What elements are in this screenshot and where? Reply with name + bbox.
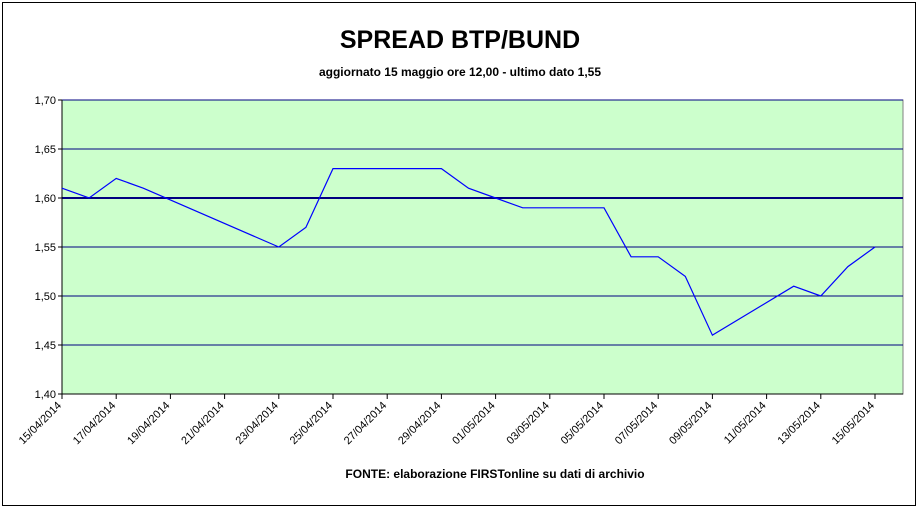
x-tick-label: 07/05/2014 [613,400,660,447]
data-point [820,295,822,297]
y-tick-label: 1,60 [35,193,56,205]
x-tick-label: 21/04/2014 [179,400,226,447]
data-point [874,246,876,248]
x-tick-label: 13/05/2014 [776,400,823,447]
data-point [332,168,334,170]
chart-subtitle: aggiornato 15 maggio ore 12,00 - ultimo … [318,65,602,79]
data-point [88,197,90,199]
data-point [711,334,713,336]
data-point [684,275,686,277]
y-tick-label: 1,50 [35,291,56,303]
data-point [657,256,659,258]
data-point [468,187,470,189]
spread-series-line [61,168,876,337]
x-tick-label: 25/04/2014 [288,400,335,447]
data-point [440,168,442,170]
x-tick-label: 09/05/2014 [667,400,714,447]
data-point [603,207,605,209]
y-tick-label: 1,45 [35,340,56,352]
data-point [495,197,497,199]
x-tick-label: 27/04/2014 [342,400,389,447]
y-tick-label: 1,70 [35,95,56,107]
x-tick-label: 05/05/2014 [559,400,606,447]
data-point [115,177,117,179]
y-tick-label: 1,40 [35,389,56,401]
data-point [61,187,63,189]
chart-title: SPREAD BTP/BUND [339,26,581,54]
data-point [630,256,632,258]
chart-source: FONTE: elaborazione FIRSTonline su dati … [345,467,645,481]
x-tick-label: 23/04/2014 [234,400,281,447]
x-tick-label: 15/04/2014 [17,400,64,447]
data-point [305,226,307,228]
y-tick-label: 1,55 [35,242,56,254]
data-point [278,246,280,248]
x-tick-label: 19/04/2014 [125,400,172,447]
x-tick-label: 11/05/2014 [722,400,769,447]
x-tick-label: 15/05/2014 [830,400,877,447]
data-point [793,285,795,287]
x-tick-label: 01/05/2014 [450,400,497,447]
data-point [522,207,524,209]
data-point [142,187,144,189]
x-tick-label: 03/05/2014 [505,400,552,447]
x-tick-label: 17/04/2014 [71,400,118,447]
x-tick-label: 29/04/2014 [396,400,443,447]
y-tick-label: 1,65 [35,144,56,156]
data-point [847,266,849,268]
